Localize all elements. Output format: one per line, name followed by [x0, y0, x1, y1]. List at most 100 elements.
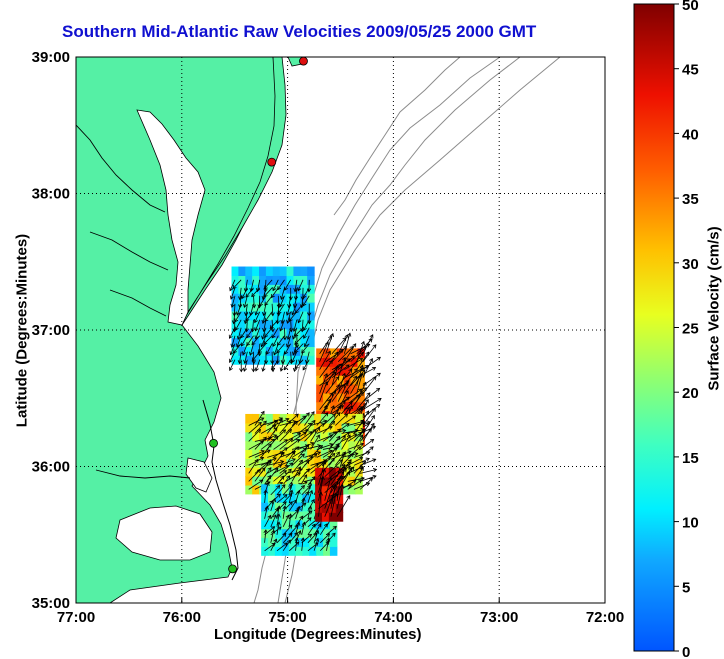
velocity-cell — [265, 293, 274, 303]
velocity-arrow — [294, 335, 304, 345]
velocity-arrowhead — [364, 365, 369, 369]
velocity-arrowhead — [276, 312, 281, 317]
velocity-cell — [293, 266, 301, 276]
velocity-cell — [238, 328, 246, 339]
velocity-cell — [329, 357, 338, 367]
velocity-cell — [245, 293, 253, 303]
velocity-arrowhead — [229, 295, 234, 300]
velocity-arrow — [273, 418, 283, 434]
velocity-cell — [231, 284, 240, 294]
velocity-arrow — [344, 367, 364, 379]
velocity-arrowhead — [376, 404, 381, 408]
velocity-arrowhead — [282, 429, 287, 434]
velocity-arrowhead — [371, 415, 375, 420]
velocity-arrow — [319, 373, 328, 394]
velocity-arrow — [273, 465, 289, 474]
velocity-cell — [321, 494, 330, 504]
velocity-arrowhead — [342, 428, 347, 434]
velocity-arrowhead — [234, 318, 239, 323]
velocity-arrow — [293, 319, 298, 332]
velocity-arrow — [273, 429, 286, 442]
velocity-arrowhead — [303, 326, 307, 331]
velocity-cell — [268, 537, 276, 547]
velocity-cell — [307, 449, 315, 459]
velocity-cell — [252, 293, 260, 303]
velocity-arrow — [359, 446, 374, 458]
velocity-cell — [334, 458, 343, 468]
velocity-cell — [348, 484, 356, 495]
x-tick-label: 74:00 — [374, 609, 412, 626]
velocity-arrow — [298, 456, 313, 466]
velocity-arrowhead — [281, 484, 286, 489]
velocity-cell — [252, 337, 260, 347]
velocity-arrowhead — [363, 403, 368, 408]
velocity-arrowhead — [234, 326, 239, 331]
velocity-cell — [245, 422, 253, 433]
velocity-arrow — [264, 295, 273, 306]
velocity-arrow — [319, 351, 331, 370]
velocity-cell — [316, 528, 324, 539]
velocity-arrow — [344, 388, 362, 402]
radar-site-marker — [228, 564, 237, 574]
velocity-cell — [268, 510, 276, 521]
velocity-arrowhead — [372, 458, 377, 463]
velocity-arrow — [285, 432, 301, 442]
velocity-arrowhead — [272, 457, 277, 462]
velocity-cell — [252, 284, 260, 294]
velocity-arrow — [336, 466, 355, 485]
velocity-cell — [355, 449, 363, 459]
velocity-arrow — [359, 410, 369, 426]
velocity-arrow — [331, 346, 347, 363]
velocity-cell — [265, 337, 274, 347]
velocity-cell — [245, 440, 253, 451]
velocity-arrowhead — [304, 359, 310, 364]
velocity-cell — [265, 346, 274, 356]
velocity-cell — [316, 401, 324, 412]
velocity-arrowhead — [277, 310, 282, 315]
x-tick-label: 77:00 — [57, 609, 95, 626]
velocity-cell — [265, 476, 274, 486]
velocity-arrow — [288, 311, 298, 322]
velocity-arrowhead — [360, 427, 365, 433]
velocity-arrowhead — [368, 477, 374, 482]
velocity-arrowhead — [244, 328, 249, 333]
velocity-arrow — [254, 411, 265, 426]
velocity-arrowhead — [265, 481, 270, 487]
velocity-arrowhead — [279, 327, 284, 332]
velocity-arrowhead — [301, 521, 306, 526]
velocity-cell — [334, 449, 343, 459]
colorbar-tick-label: 30 — [682, 256, 699, 273]
velocity-arrow — [248, 422, 262, 434]
velocity-cell — [231, 337, 240, 347]
velocity-arrowhead — [237, 296, 243, 301]
velocity-arrow — [341, 429, 359, 434]
velocity-arrow — [285, 450, 295, 466]
velocity-patch-red-core — [315, 452, 355, 522]
velocity-arrow — [279, 429, 292, 442]
velocity-arrow — [324, 475, 344, 494]
velocity-cell — [272, 476, 281, 486]
velocity-cell — [245, 284, 253, 294]
velocity-cell — [307, 310, 315, 321]
velocity-cell — [295, 546, 304, 556]
velocity-arrow — [282, 506, 286, 519]
velocity-arrow — [273, 439, 288, 450]
velocity-arrow — [298, 442, 314, 450]
velocity-cell — [286, 310, 295, 321]
velocity-arrow — [304, 411, 315, 426]
velocity-arrow — [263, 287, 273, 297]
velocity-arrow — [318, 457, 335, 477]
velocity-arrow — [279, 468, 292, 482]
velocity-cell — [231, 266, 240, 276]
velocity-cell — [231, 293, 240, 303]
velocity-arrowhead — [288, 513, 293, 518]
velocity-cell — [259, 337, 267, 347]
velocity-cell — [259, 328, 267, 339]
velocity-cell — [231, 328, 240, 339]
velocity-arrowhead — [307, 312, 312, 317]
velocity-arrow — [322, 453, 336, 466]
velocity-cell — [272, 275, 281, 285]
velocity-arrowhead — [317, 444, 322, 449]
velocity-arrow — [233, 303, 236, 316]
velocity-cell — [259, 449, 267, 459]
